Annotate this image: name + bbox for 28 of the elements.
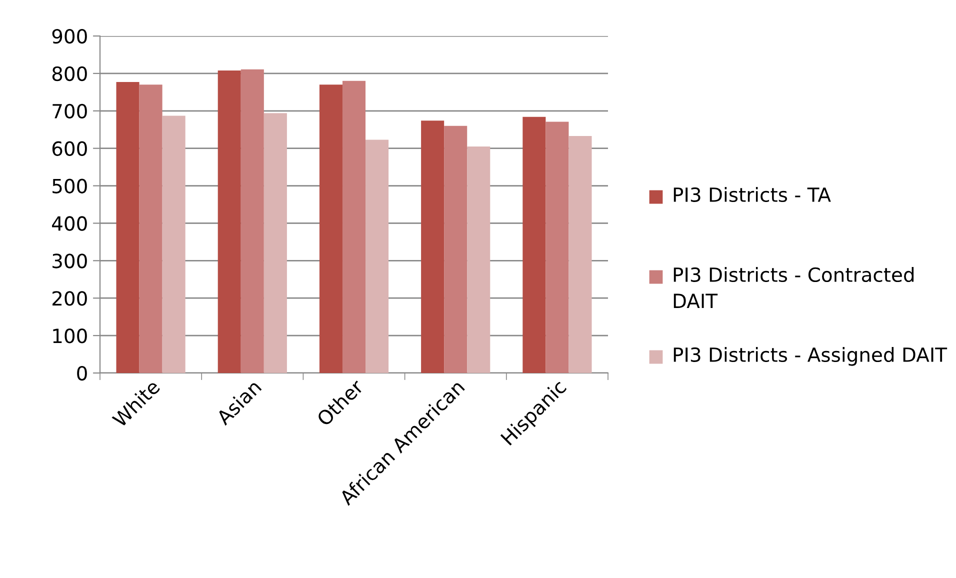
bar: [467, 146, 490, 373]
bar: [342, 80, 366, 373]
y-tick-label: 700: [52, 104, 87, 119]
bar: [421, 120, 444, 373]
bar: [522, 116, 546, 373]
y-tick-label: 400: [52, 216, 87, 231]
y-tick-label: 300: [52, 254, 87, 268]
bar: [240, 69, 264, 373]
bar: [319, 84, 342, 373]
y-tick-label: 500: [52, 178, 87, 194]
y-tick-label: 200: [52, 291, 87, 306]
y-tick-label: 900: [52, 28, 87, 44]
y-tick-label: 800: [52, 66, 87, 82]
y-tick-label: 600: [52, 141, 87, 156]
legend-label: PI3 Districts - Assigned DAIT: [674, 347, 948, 366]
y-tick-label: 100: [53, 328, 87, 344]
bar: [218, 70, 241, 373]
bar: [546, 122, 569, 373]
legend-label: PI3 Districts - Contracted DAIT: [674, 267, 914, 308]
bar: [139, 84, 162, 373]
bar: [366, 140, 389, 373]
bar: [444, 126, 468, 373]
bar: [116, 82, 140, 373]
bar: [264, 113, 287, 373]
y-tick-label: 0: [77, 366, 87, 381]
legend-label: PI3 Districts - TA: [674, 187, 831, 202]
bar: [568, 136, 592, 373]
bar: [162, 116, 186, 373]
